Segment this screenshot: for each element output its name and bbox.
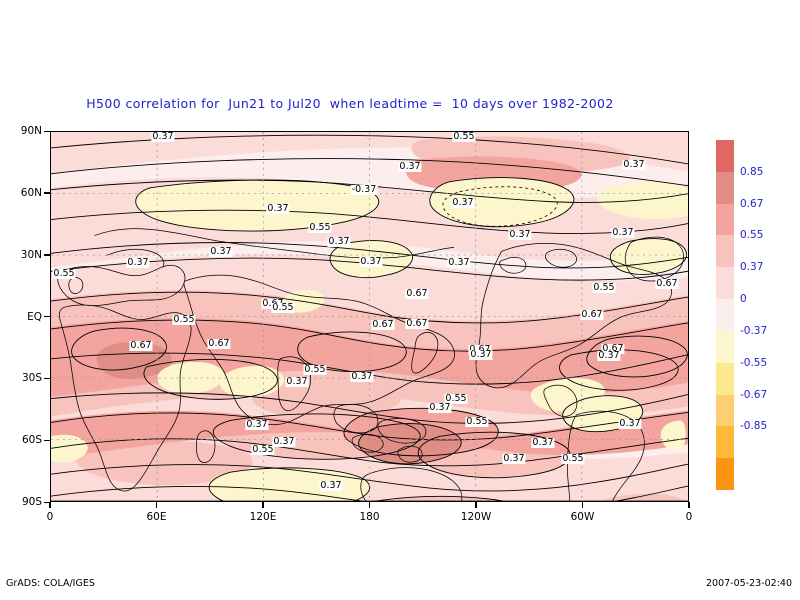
contour-label: 0.37 bbox=[618, 418, 642, 429]
colorbar-band bbox=[716, 299, 734, 331]
contour-label: 0.37 bbox=[398, 161, 422, 172]
contour-label: 0.37 bbox=[447, 257, 471, 268]
y-tick-label: 60S bbox=[21, 434, 42, 447]
contour-label: 0.37 bbox=[319, 480, 343, 491]
contour-label: 0.37 bbox=[451, 197, 475, 208]
x-tick-mark bbox=[368, 502, 371, 508]
y-tick-mark bbox=[44, 501, 50, 503]
x-tick-label: 120W bbox=[460, 511, 492, 523]
contour-label: 0.67 bbox=[405, 318, 429, 329]
contour-label: 0.37 bbox=[285, 376, 309, 387]
colorbar-tick-label: -0.85 bbox=[740, 420, 768, 433]
x-tick-label: 180 bbox=[359, 511, 380, 523]
colorbar-band bbox=[716, 458, 734, 490]
contour-label: 0.55 bbox=[465, 416, 489, 427]
x-tick-label: 60E bbox=[146, 511, 167, 523]
colorbar-tick-label: 0.37 bbox=[740, 261, 764, 274]
contour-label: 0.55 bbox=[303, 364, 327, 375]
colorbar-band bbox=[716, 394, 734, 427]
contour-label: 0.67 bbox=[601, 343, 625, 354]
contour-label: 0.37 bbox=[597, 350, 621, 361]
contour-label: 0.37 bbox=[508, 229, 532, 240]
contour-label: 0.55 bbox=[452, 131, 476, 142]
contour-label: 0.55 bbox=[592, 282, 616, 293]
y-tick-mark bbox=[44, 130, 50, 132]
x-tick-label: 60W bbox=[570, 511, 595, 523]
y-tick-label: 30N bbox=[20, 248, 42, 261]
y-tick-label: EQ bbox=[27, 310, 42, 323]
contour-label: 0.37 bbox=[428, 402, 452, 413]
y-tick-mark bbox=[44, 439, 50, 442]
contour-label: 0.55 bbox=[308, 222, 332, 233]
contour-label: -0.37 bbox=[350, 184, 378, 195]
colorbar bbox=[716, 140, 734, 490]
colorbar-tick-label: -0.37 bbox=[740, 324, 768, 337]
contour-label: 0.37 bbox=[469, 349, 493, 360]
contour-label: 0.37 bbox=[350, 371, 374, 382]
contour-label: 0.67 bbox=[580, 309, 604, 320]
y-tick-label: 30S bbox=[21, 372, 42, 385]
colorbar-tick-label: 0 bbox=[740, 293, 747, 306]
y-tick-mark bbox=[44, 316, 50, 318]
colorbar-band bbox=[716, 267, 734, 300]
y-tick-mark bbox=[44, 254, 50, 256]
contour-label: 0.67 bbox=[371, 319, 395, 330]
colorbar-tick-label: -0.67 bbox=[740, 388, 768, 401]
contour-label: 0.37 bbox=[359, 256, 383, 267]
contour-label: 0.37 bbox=[126, 257, 150, 268]
contour-label: 0.55 bbox=[271, 302, 295, 313]
colorbar-band bbox=[716, 235, 734, 268]
contour-label: 0.37 bbox=[272, 436, 296, 447]
x-tick-mark bbox=[262, 502, 264, 508]
footer-source: GrADS: COLA/IGES bbox=[6, 578, 95, 589]
contour-label: 0.37 bbox=[245, 419, 269, 430]
contour-label: 0.55 bbox=[561, 453, 585, 464]
colorbar-tick-label: -0.55 bbox=[740, 356, 768, 369]
x-tick-mark bbox=[688, 502, 690, 508]
colorbar-band bbox=[716, 362, 734, 395]
contour-label: 0.55 bbox=[52, 268, 76, 279]
y-tick-mark bbox=[44, 192, 50, 194]
colorbar-tick-label: 0.55 bbox=[740, 229, 764, 242]
y-tick-mark bbox=[44, 377, 50, 380]
y-tick-label: 90S bbox=[21, 496, 42, 508]
colorbar-band bbox=[716, 330, 734, 363]
y-tick-label: 60N bbox=[20, 186, 42, 199]
contour-label: 0.37 bbox=[502, 453, 526, 464]
colorbar-band bbox=[716, 171, 734, 204]
x-tick-label: 0 bbox=[685, 511, 693, 523]
x-tick-mark bbox=[581, 502, 584, 508]
contour-label: 0.37 bbox=[151, 131, 175, 142]
contour-label: 0.37 bbox=[209, 246, 233, 257]
contour-label: 0.67 bbox=[207, 338, 231, 349]
colorbar-tick-label: 0.85 bbox=[740, 165, 764, 178]
colorbar-band bbox=[716, 203, 734, 236]
contour-label: 0.37 bbox=[531, 437, 555, 448]
contour-label: 0.55 bbox=[251, 444, 275, 455]
contour-label: 0.55 bbox=[172, 314, 196, 325]
x-tick-mark bbox=[49, 502, 51, 508]
contour-label: 0.37 bbox=[327, 236, 351, 247]
contour-label: 0.37 bbox=[266, 203, 290, 214]
footer-timestamp: 2007-05-23-02:40 bbox=[705, 578, 792, 589]
contour-label: 0.67 bbox=[655, 278, 679, 289]
contour-label: 0.55 bbox=[444, 393, 468, 404]
y-tick-label: 90N bbox=[20, 125, 42, 137]
colorbar-band bbox=[716, 140, 734, 172]
x-tick-label: 120E bbox=[249, 511, 277, 523]
x-tick-label: 0 bbox=[46, 511, 54, 523]
contour-label: 0.37 bbox=[611, 227, 635, 238]
x-tick-mark bbox=[475, 502, 477, 508]
colorbar-band bbox=[716, 426, 734, 459]
x-tick-mark bbox=[155, 502, 158, 508]
page-title: H500 correlation for Jun21 to Jul20 when… bbox=[86, 96, 614, 111]
contour-label: 0.67 bbox=[129, 340, 153, 351]
contour-label: 0.37 bbox=[622, 159, 646, 170]
contour-label: 0.67 bbox=[405, 288, 429, 299]
colorbar-tick-label: 0.67 bbox=[740, 197, 764, 210]
